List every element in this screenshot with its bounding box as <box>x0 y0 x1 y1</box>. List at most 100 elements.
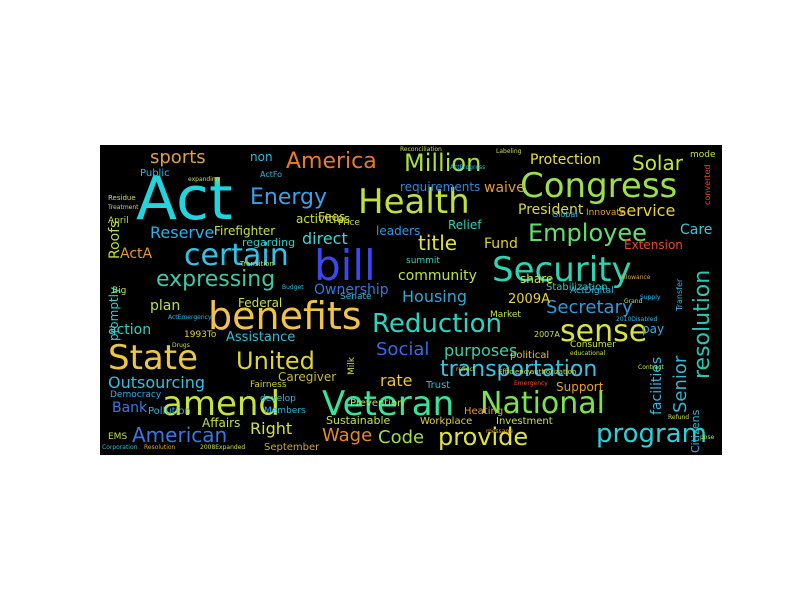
word: develop <box>260 394 296 404</box>
word: summit <box>406 256 440 266</box>
word: Stabilization <box>546 282 608 293</box>
word: Million <box>404 149 482 177</box>
word: September <box>264 442 320 453</box>
word: Transition <box>240 260 274 268</box>
word: Price <box>338 218 360 228</box>
word: transportation <box>440 357 598 382</box>
word: Act <box>136 164 233 234</box>
word: Grand <box>624 298 643 305</box>
word: pay <box>642 322 665 336</box>
word: Caregiver <box>278 370 337 384</box>
word: Reduction <box>372 309 502 339</box>
word: Investment <box>496 416 553 427</box>
word: leaders <box>376 224 421 238</box>
word: Milk <box>347 357 357 375</box>
word: Code <box>378 427 425 448</box>
word: EMS <box>108 432 128 442</box>
word: Affairs <box>202 416 241 430</box>
word: 2008Expanded <box>200 444 246 451</box>
word: Consumer <box>570 340 616 350</box>
word: Budget <box>282 284 304 291</box>
word: waive <box>484 180 525 196</box>
word: benefits <box>208 294 362 338</box>
word: converted <box>703 164 712 205</box>
word: Wage <box>322 425 373 446</box>
word: Drugs <box>172 342 190 349</box>
word: Firefighter <box>214 224 276 238</box>
word: Fund <box>484 236 518 252</box>
word: sense <box>560 314 648 349</box>
word: action <box>108 322 152 338</box>
word: ActFo <box>260 170 283 179</box>
word: April <box>108 216 129 226</box>
word: Outsourcing <box>108 373 206 392</box>
word: certain <box>184 238 289 273</box>
word: Democracy <box>110 390 162 400</box>
word: Sustainable <box>326 414 391 427</box>
word: Labeling <box>496 148 522 155</box>
word: Support <box>556 380 604 394</box>
word: American <box>132 423 228 447</box>
word: Residue <box>108 194 136 202</box>
word: Ownership <box>314 282 389 298</box>
word: Social <box>376 339 430 360</box>
word: United <box>236 347 315 375</box>
word: Supply <box>640 294 661 301</box>
word: ActEmergency <box>168 314 212 321</box>
word: ActProgress <box>450 164 486 171</box>
word: educational <box>570 350 606 357</box>
word: 2010Disabled <box>616 316 658 323</box>
word: America <box>286 149 377 174</box>
word: Secretary <box>546 297 633 318</box>
word: Big <box>112 286 127 296</box>
word: Corporation <box>102 444 138 451</box>
word: Reconciliation <box>400 146 442 153</box>
word: share <box>520 272 554 286</box>
word: Members <box>264 406 306 416</box>
word: Employee <box>528 219 647 247</box>
word: Emergency <box>514 380 548 387</box>
word: Allowance <box>620 274 651 281</box>
word-cloud-canvas: Act Health Congress benefits Security bi… <box>100 145 722 455</box>
word: provide <box>438 423 529 451</box>
word: sports <box>150 147 206 168</box>
word: Heating <box>464 406 504 417</box>
word: Efficiency <box>498 368 532 376</box>
word: pose <box>700 434 715 441</box>
word: mode <box>690 150 716 160</box>
word: Global <box>552 210 578 219</box>
word: amend <box>162 384 281 424</box>
word: Refund <box>668 414 690 421</box>
word: Energy <box>250 185 328 210</box>
word: bill <box>314 241 376 290</box>
word: rate <box>380 371 413 390</box>
word: Relief <box>448 218 482 232</box>
word: Fees <box>318 210 346 224</box>
word: message <box>486 428 513 435</box>
word: Workplace <box>420 416 473 427</box>
word: President <box>518 202 584 218</box>
word: National <box>480 386 606 421</box>
word: Treatment <box>108 204 139 211</box>
word: Congress <box>520 166 678 206</box>
word: Pollution <box>148 406 191 417</box>
word: regarding <box>242 236 296 249</box>
word: program <box>596 419 707 449</box>
word: Trust <box>426 380 451 391</box>
word: Veteran <box>322 384 455 424</box>
word: 1993To <box>184 330 217 340</box>
word: Federal <box>238 296 283 310</box>
word: purposes <box>444 341 518 360</box>
word: Innovate <box>586 208 626 218</box>
word: authorization <box>530 368 577 376</box>
word: requirements <box>400 180 481 194</box>
word: Senior <box>670 355 691 413</box>
word: Housing <box>402 287 468 306</box>
word: Senate <box>340 292 372 302</box>
word: plan <box>150 298 181 314</box>
word: 2009A <box>508 292 550 307</box>
word: expressing <box>156 267 276 292</box>
word: non <box>250 150 273 164</box>
word: Market <box>490 310 521 320</box>
word: ActA <box>120 246 153 262</box>
